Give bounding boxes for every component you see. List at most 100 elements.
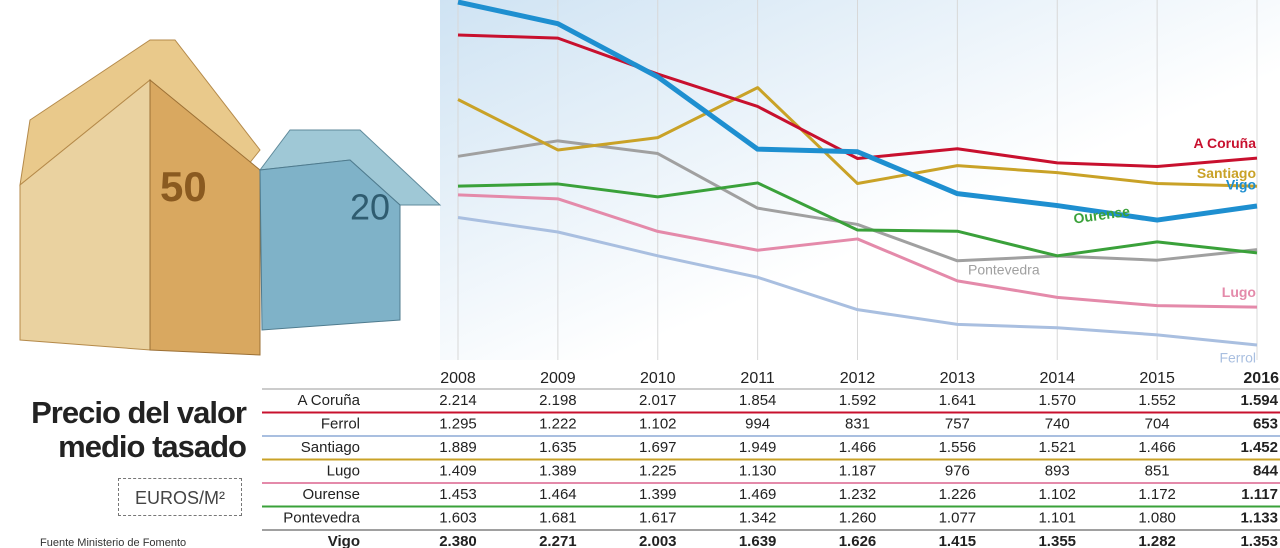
row-label: A Coruña [297,392,360,409]
table-cell: 2.271 [539,533,577,548]
table-header: 2008 [440,370,476,387]
table-cell: 1.556 [939,439,977,456]
table-header: 2012 [840,370,876,387]
table-cell: 1.949 [739,439,777,456]
table-cell: 1.355 [1038,533,1076,548]
table-cell: 1.342 [739,509,777,526]
table-header: 2013 [940,370,976,387]
unit-label: EUROS/M² [118,478,242,516]
table-cell: 1.225 [639,462,677,479]
table-header: 2016 [1243,370,1279,387]
series-label: Lugo [1222,284,1256,300]
row-label: Santiago [301,439,360,456]
series-line [457,0,1258,223]
table-cell: 2.380 [439,533,477,548]
table-cell: 1.626 [839,533,877,548]
table-cell: 1.077 [939,509,977,526]
row-label: Lugo [327,462,360,479]
series-line [457,216,1258,347]
table-cell: 1.453 [439,486,477,503]
table-cell: 1.466 [1138,439,1176,456]
table-cell: 1.697 [639,439,677,456]
series-label: A Coruña [1194,135,1257,151]
table-cell: 1.353 [1240,533,1278,548]
table-cell: 976 [945,462,970,479]
plot-background [440,0,1280,360]
series-label: Santiago [1197,165,1256,181]
table-cell: 1.226 [939,486,977,503]
table-cell: 1.592 [839,392,877,409]
table-header: 2009 [540,370,576,387]
table-cell: 1.641 [939,392,977,409]
series-label: Ourense [1072,203,1131,227]
svg-text:50: 50 [160,163,207,210]
table-cell: 1.102 [1038,486,1076,503]
svg-text:20: 20 [350,187,390,228]
table-cell: 1.130 [739,462,777,479]
table-cell: 1.389 [539,462,577,479]
title: Precio del valor medio tasado [31,395,247,464]
table-cell: 1.521 [1038,439,1076,456]
table-cell: 1.639 [739,533,777,548]
table-cell: 1.464 [539,486,577,503]
table-cell: 1.117 [1241,486,1278,503]
table-cell: 1.854 [739,392,777,409]
series-line [457,193,1258,309]
table-cell: 1.101 [1038,509,1076,526]
table-cell: 1.570 [1038,392,1076,409]
table-cell: 653 [1253,415,1278,432]
table-cell: 1.452 [1240,439,1278,456]
table-cell: 1.469 [739,486,777,503]
table-header: 2011 [740,370,775,387]
table-cell: 851 [1145,462,1170,479]
table-cell: 1.635 [539,439,577,456]
table-cell: 1.415 [939,533,977,548]
illustration: 50 20 [19,39,442,356]
table-cell: 844 [1253,462,1279,479]
series-line [457,33,1258,168]
table-cell: 2.198 [539,392,577,409]
table-header: 2014 [1039,370,1075,387]
row-label: Pontevedra [283,509,360,526]
table-header: 2010 [640,370,676,387]
source: Fuente Ministerio de Fomento [40,537,187,548]
table-cell: 757 [945,415,970,432]
table-cell: 1.295 [439,415,477,432]
table-cell: 1.466 [839,439,877,456]
table-cell: 1.222 [539,415,577,432]
table-cell: 1.552 [1138,392,1176,409]
table-cell: 1.282 [1138,533,1176,548]
table-cell: 2.214 [439,392,477,409]
row-label: Ourense [302,486,360,503]
table-cell: 1.172 [1138,486,1176,503]
series-label: Vigo [1226,177,1256,193]
table-cell: 1.102 [639,415,677,432]
row-label: Ferrol [321,415,360,432]
table-cell: 2.017 [639,392,677,409]
series-label: Pontevedra [968,261,1040,277]
table-cell: 704 [1145,415,1170,432]
row-label: Vigo [328,533,360,548]
table-header: 2015 [1139,370,1175,387]
table-cell: 1.681 [539,509,577,526]
table-cell: 831 [845,415,870,432]
table-cell: 1.133 [1240,509,1278,526]
table-cell: 1.399 [639,486,677,503]
table-cell: 740 [1045,415,1070,432]
table-cell: 1.889 [439,439,477,456]
table-cell: 1.260 [839,509,877,526]
series-label: Ferrol [1219,350,1256,366]
table-cell: 1.080 [1138,509,1176,526]
table-cell: 1.187 [839,462,877,479]
table-cell: 1.232 [839,486,877,503]
series-line [457,86,1258,188]
series-line [457,181,1258,258]
table-cell: 1.603 [439,509,477,526]
table-cell: 1.594 [1240,392,1278,409]
table-cell: 1.409 [439,462,477,479]
table-cell: 893 [1045,462,1070,479]
table-cell: 994 [745,415,770,432]
table-cell: 1.617 [639,509,677,526]
